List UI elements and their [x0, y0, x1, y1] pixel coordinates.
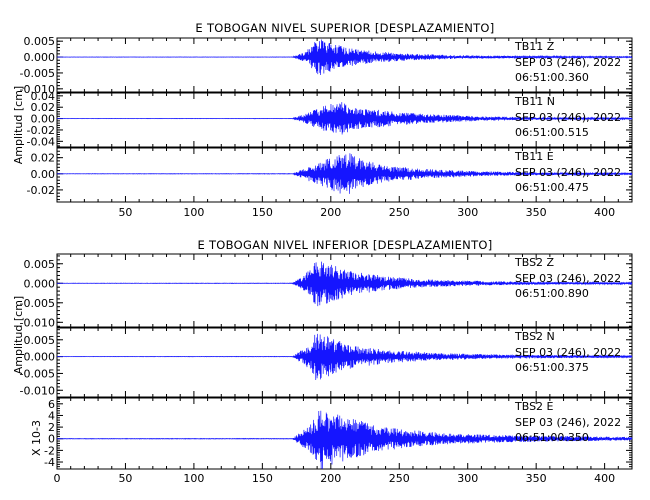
seismogram-trace [56, 102, 633, 135]
y-tick-label: 4 [48, 409, 55, 422]
x-tick-label: 200 [320, 472, 341, 485]
time-label: 06:51:00.350 [515, 431, 589, 444]
y-tick-label: 0.02 [31, 152, 56, 165]
figure-superior: E TOBOGAN NIVEL SUPERIOR [DESPLAZAMIENTO… [12, 21, 633, 219]
figure-inferior: E TOBOGAN NIVEL INFERIOR [DESPLAZAMIENTO… [12, 238, 633, 485]
y-tick-label: 0.00 [31, 113, 56, 126]
x-tick-label: 250 [389, 206, 410, 219]
y-tick-label: 0.04 [31, 90, 56, 103]
station-channel-label: TBS2 Z [514, 256, 555, 269]
y-tick-label: -4 [44, 456, 55, 469]
seismogram-trace [56, 410, 633, 469]
y-tick-label: 0 [48, 433, 55, 446]
y-tick-label: -0.005 [20, 367, 55, 380]
date-label: SEP 03 (246), 2022 [515, 56, 621, 69]
station-channel-label: TB11 E [514, 150, 554, 163]
y-tick-label: -0.04 [27, 135, 55, 148]
y-axis-label-inferior: Amplitud [cm] [12, 296, 25, 374]
x-tick-label: 300 [457, 472, 478, 485]
x-tick-label: 350 [526, 472, 547, 485]
seismogram-trace [56, 39, 633, 76]
y-tick-label: 0.00 [31, 168, 56, 181]
x-tick-labels-superior: 50 100 150 200 250 300 350 400 [118, 206, 615, 219]
x-tick-label: 300 [457, 206, 478, 219]
y-tick-label: -0.005 [20, 67, 55, 80]
y-tick-label: 0.000 [24, 277, 56, 290]
y-tick-label: 0.000 [24, 51, 56, 64]
seismogram-trace [56, 261, 633, 307]
station-channel-label: TBS2 N [514, 330, 555, 343]
y-tick-label: 0.005 [24, 334, 56, 347]
time-label: 06:51:00.375 [515, 361, 589, 374]
y-tick-label: 0.02 [31, 101, 56, 114]
y-tick-label: -0.010 [20, 316, 55, 329]
y-tick-label: -0.02 [27, 184, 55, 197]
y-tick-label: 0.005 [24, 35, 56, 48]
y-tick-label: 0.005 [24, 258, 56, 271]
y-tick-label: -2 [44, 444, 55, 457]
panel-tb11-n: 0.040.020.00-0.02-0.04 TB11 N SEP 03 (246)… [27, 90, 633, 148]
x-tick-label: 200 [320, 206, 341, 219]
x-tick-label: 0 [54, 472, 61, 485]
time-label: 06:51:00.515 [515, 126, 589, 139]
station-channel-label: TB11 Z [514, 40, 555, 53]
x-tick-label: 400 [594, 206, 615, 219]
station-channel-label: TBS2 E [514, 400, 554, 413]
date-label: SEP 03 (246), 2022 [515, 416, 621, 429]
station-channel-label: TB11 N [514, 95, 555, 108]
seismogram-trace [56, 153, 633, 194]
panel-tb11-e: 0.02 0.00 -0.02 TB11 E SEP 03 (246), 2022 06:… [27, 147, 633, 203]
y-tick-label: -0.005 [20, 297, 55, 310]
panels-inferior: 0.005 0.000 -0.005 -0.010 TBS2 Z SEP 03 (246)… [20, 253, 633, 470]
x-tick-label: 50 [118, 472, 132, 485]
x-tick-label: 250 [389, 472, 410, 485]
chart-title-superior: E TOBOGAN NIVEL SUPERIOR [DESPLAZAMIENTO… [195, 21, 494, 35]
date-label: SEP 03 (246), 2022 [515, 272, 621, 285]
y-tick-label: 2 [48, 421, 55, 434]
chart-title-inferior: E TOBOGAN NIVEL INFERIOR [DESPLAZAMIENTO… [197, 238, 492, 252]
y-tick-label: -0.010 [20, 384, 55, 397]
x-tick-label: 50 [118, 206, 132, 219]
date-label: SEP 03 (246), 2022 [515, 166, 621, 179]
time-label: 06:51:00.360 [515, 71, 589, 84]
y-axis-multiplier-label: X 10-3 [30, 420, 43, 456]
x-tick-label: 100 [183, 472, 204, 485]
panel-tb11-z: 0.005 0.000 -0.005 -0.010 TB11 Z SEP 03 (246)… [20, 35, 633, 96]
time-label: 06:51:00.475 [515, 181, 589, 194]
y-tick-label: 6 [48, 398, 55, 411]
y-tick-label: -0.010 [20, 83, 55, 96]
panel-tbs2-z: 0.005 0.000 -0.005 -0.010 TBS2 Z SEP 03 (246)… [20, 253, 633, 329]
x-tick-label: 100 [183, 206, 204, 219]
y-tick-label: -0.02 [27, 124, 55, 137]
date-label: SEP 03 (246), 2022 [515, 346, 621, 359]
seismogram-trace [56, 333, 633, 381]
panel-tbs2-n: 0.005 0.000 -0.005 -0.010 TBS2 N SEP 03 (246)… [20, 327, 633, 398]
time-label: 06:51:00.890 [515, 287, 589, 300]
x-tick-label: 150 [252, 206, 273, 219]
x-tick-label: 150 [252, 472, 273, 485]
date-label: SEP 03 (246), 2022 [515, 111, 621, 124]
panels-superior: 0.005 0.000 -0.005 -0.010 TB11 Z SEP 03 (246)… [20, 35, 633, 203]
x-tick-label: 400 [594, 472, 615, 485]
x-tick-label: 350 [526, 206, 547, 219]
x-tick-labels-inferior: 0 50 100 150 200 250 300 350 400 [54, 472, 616, 485]
y-tick-label: 0.000 [24, 351, 56, 364]
y-axis-label-superior: Amplitud [cm] [12, 86, 25, 164]
